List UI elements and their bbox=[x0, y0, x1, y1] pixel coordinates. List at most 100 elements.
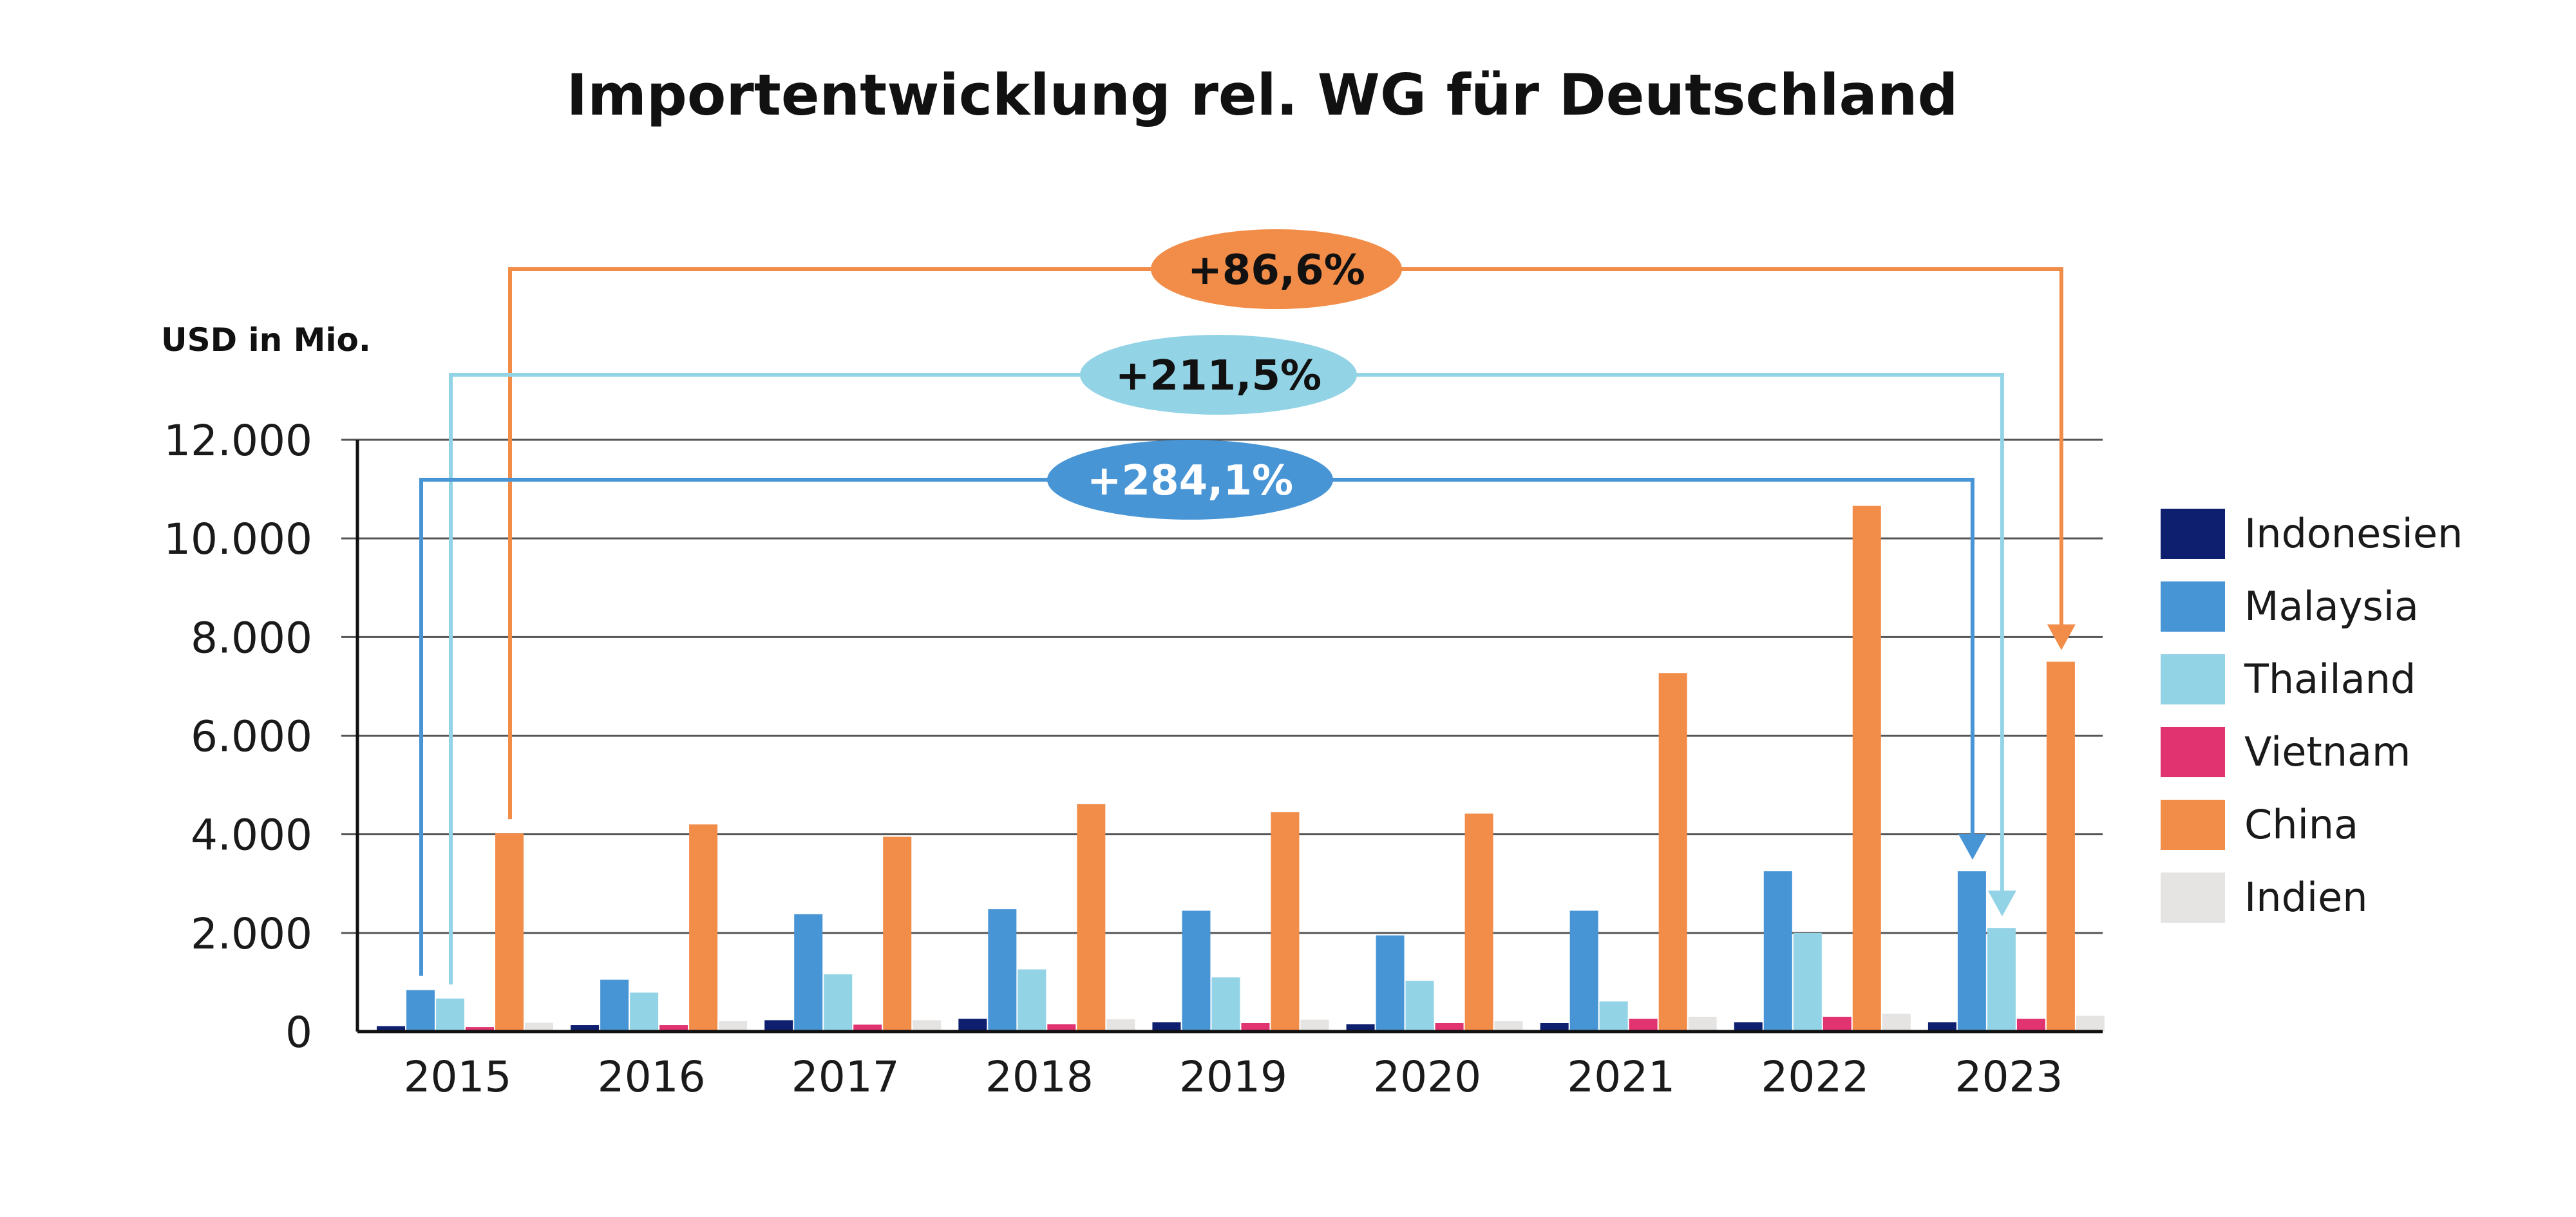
x-tick-label: 2016 bbox=[598, 1052, 706, 1102]
legend-swatch-indonesien bbox=[2161, 509, 2225, 559]
bar-indien-2015 bbox=[525, 1023, 553, 1032]
bar-indonesien-2018 bbox=[958, 1019, 987, 1032]
legend-label-indien: Indien bbox=[2244, 874, 2368, 921]
bar-indonesien-2023 bbox=[1927, 1022, 1956, 1032]
bar-indien-2022 bbox=[1882, 1014, 1911, 1032]
bar-china-2021 bbox=[1658, 673, 1687, 1032]
legend-swatch-thailand bbox=[2161, 654, 2225, 704]
bar-thailand-2023 bbox=[1987, 928, 2016, 1032]
legend-swatch-malaysia bbox=[2161, 581, 2225, 632]
bar-indien-2017 bbox=[913, 1020, 942, 1032]
bar-china-2019 bbox=[1271, 812, 1300, 1032]
bar-malaysia-2018 bbox=[988, 909, 1017, 1032]
bar-malaysia-2023 bbox=[1957, 871, 1986, 1032]
bar-malaysia-2022 bbox=[1763, 871, 1792, 1032]
bar-china-2017 bbox=[883, 836, 912, 1032]
bar-china-2023 bbox=[2046, 661, 2075, 1032]
bars bbox=[377, 505, 2105, 1032]
badge-china bbox=[1151, 229, 1402, 309]
bar-vietnam-2019 bbox=[1241, 1023, 1270, 1032]
bar-china-2020 bbox=[1464, 813, 1493, 1032]
bar-vietnam-2015 bbox=[466, 1027, 494, 1032]
bar-malaysia-2019 bbox=[1182, 910, 1211, 1032]
arrowhead-malaysia bbox=[1958, 834, 1987, 860]
y-tick-label: 4.000 bbox=[191, 811, 312, 860]
y-tick-label: 6.000 bbox=[191, 712, 312, 762]
legend-label-vietnam: Vietnam bbox=[2244, 728, 2410, 775]
legend-label-malaysia: Malaysia bbox=[2244, 583, 2419, 630]
bar-thailand-2019 bbox=[1211, 977, 1240, 1032]
arrowhead-thailand bbox=[1987, 891, 2016, 917]
legend-swatch-china bbox=[2161, 800, 2225, 850]
bar-thailand-2021 bbox=[1599, 1001, 1628, 1032]
y-axis-unit-label: USD in Mio. bbox=[161, 321, 371, 359]
bar-indonesien-2016 bbox=[571, 1025, 600, 1032]
bar-thailand-2016 bbox=[630, 992, 659, 1032]
bar-malaysia-2015 bbox=[406, 990, 435, 1032]
bar-indien-2023 bbox=[2076, 1015, 2105, 1032]
bar-malaysia-2020 bbox=[1376, 935, 1405, 1032]
bar-malaysia-2016 bbox=[600, 979, 629, 1032]
x-tick-label: 2018 bbox=[985, 1052, 1094, 1102]
legend-swatch-indien bbox=[2161, 873, 2225, 923]
legend-label-indonesien: Indonesien bbox=[2244, 510, 2463, 557]
legend: Indonesien Malaysia Thailand Vietnam China In… bbox=[2161, 509, 2463, 923]
x-axis-ticks: 2015 2016 2017 2018 2019 2020 2021 2022 2023 bbox=[404, 1052, 2063, 1102]
bar-vietnam-2021 bbox=[1629, 1019, 1658, 1032]
bracket-malaysia bbox=[419, 478, 1975, 976]
bar-indonesien-2017 bbox=[764, 1020, 793, 1032]
bar-indien-2021 bbox=[1688, 1017, 1717, 1032]
bar-indien-2020 bbox=[1494, 1021, 1523, 1032]
legend-label-thailand: Thailand bbox=[2244, 656, 2416, 703]
bar-vietnam-2020 bbox=[1435, 1023, 1464, 1032]
badge-malaysia bbox=[1047, 440, 1333, 520]
bar-indien-2018 bbox=[1106, 1019, 1135, 1032]
badge-label-china: +86,6% bbox=[1188, 247, 1365, 294]
x-tick-label: 2015 bbox=[404, 1052, 512, 1102]
y-tick-label: 12.000 bbox=[164, 416, 312, 466]
arrowhead-china bbox=[2047, 624, 2076, 650]
y-tick-label: 8.000 bbox=[191, 613, 312, 663]
bar-china-2018 bbox=[1077, 804, 1106, 1032]
badge-thailand bbox=[1080, 335, 1357, 415]
bar-indien-2016 bbox=[719, 1021, 748, 1032]
bar-thailand-2017 bbox=[824, 974, 853, 1032]
bar-vietnam-2017 bbox=[853, 1024, 882, 1032]
bar-china-2022 bbox=[1852, 505, 1881, 1032]
y-tick-label: 0 bbox=[285, 1008, 312, 1057]
bar-indonesien-2021 bbox=[1540, 1023, 1569, 1032]
badge-label-malaysia: +284,1% bbox=[1087, 457, 1293, 505]
bar-vietnam-2022 bbox=[1823, 1017, 1852, 1032]
x-tick-label: 2020 bbox=[1373, 1052, 1481, 1102]
bar-indonesien-2022 bbox=[1734, 1022, 1763, 1032]
x-tick-label: 2019 bbox=[1179, 1052, 1287, 1102]
bar-thailand-2015 bbox=[436, 998, 464, 1032]
legend-swatch-vietnam bbox=[2161, 727, 2225, 777]
bar-indonesien-2015 bbox=[377, 1026, 405, 1032]
badge-label-thailand: +211,5% bbox=[1115, 352, 1321, 400]
x-tick-label: 2023 bbox=[1955, 1052, 2063, 1102]
y-axis-ticks: 0 2.000 4.000 6.000 8.000 10.000 12.000 bbox=[164, 416, 312, 1057]
x-tick-label: 2021 bbox=[1567, 1052, 1675, 1102]
y-tick-label: 2.000 bbox=[191, 909, 312, 959]
bar-vietnam-2018 bbox=[1047, 1024, 1076, 1032]
legend-label-china: China bbox=[2244, 801, 2358, 848]
bar-vietnam-2023 bbox=[2016, 1019, 2045, 1032]
x-tick-label: 2017 bbox=[791, 1052, 900, 1102]
y-tick-label: 10.000 bbox=[164, 514, 312, 564]
bar-indonesien-2020 bbox=[1346, 1024, 1375, 1032]
bar-thailand-2020 bbox=[1405, 981, 1434, 1032]
bar-china-2016 bbox=[689, 824, 718, 1032]
x-tick-label: 2022 bbox=[1761, 1052, 1869, 1102]
bar-indien-2019 bbox=[1300, 1019, 1329, 1032]
bar-china-2015 bbox=[495, 833, 524, 1032]
chart-title: Importentwicklung rel. WG für Deutschlan… bbox=[566, 62, 1958, 128]
bar-vietnam-2016 bbox=[659, 1025, 688, 1032]
growth-annotations: +86,6% +211,5% +284,1% bbox=[419, 229, 2076, 985]
bar-malaysia-2021 bbox=[1569, 910, 1598, 1032]
bar-indonesien-2019 bbox=[1152, 1022, 1181, 1032]
bar-thailand-2018 bbox=[1018, 969, 1046, 1032]
bar-malaysia-2017 bbox=[794, 914, 823, 1032]
axes bbox=[355, 440, 2103, 1033]
bar-thailand-2022 bbox=[1793, 932, 1822, 1032]
